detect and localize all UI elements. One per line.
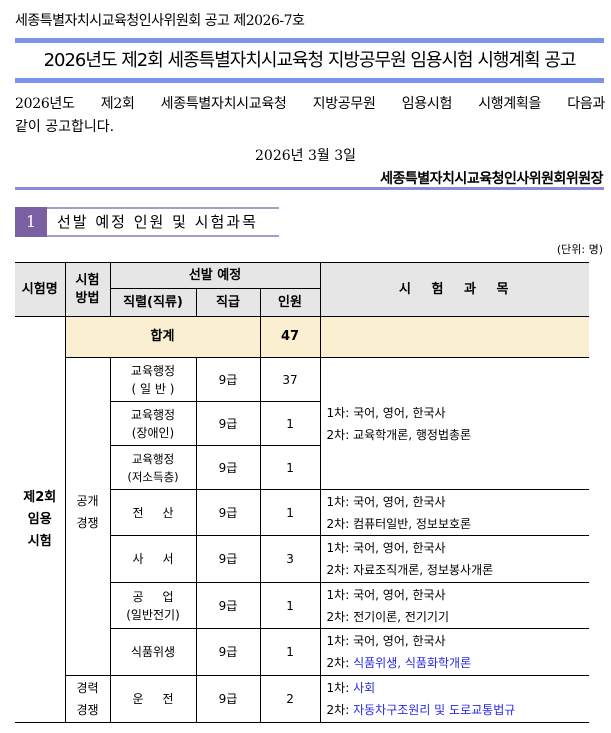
grade-cell: 9급 — [195, 489, 261, 536]
header-grade: 직급 — [195, 288, 261, 317]
position-label: 공 — [132, 589, 144, 604]
position-label: 사 — [132, 552, 144, 566]
position-label: 운 — [132, 692, 144, 706]
subjects-cell: 1차: 국어, 영어, 한국사 2차: 컴퓨터일반, 정보보호론 — [319, 489, 589, 536]
title-bar-bottom — [15, 78, 604, 83]
grade-cell: 9급 — [195, 582, 261, 629]
position-sub: (일반전기) — [126, 607, 180, 622]
notice-date: 2026년 3월 3일 — [255, 148, 356, 164]
section-title: 선발 예정 인원 및 시험과목 — [47, 207, 279, 237]
grade-cell: 9급 — [195, 675, 261, 723]
position-cell: 공 업 (일반전기) — [109, 582, 197, 629]
subject-prefix: 1차: — [326, 681, 354, 695]
count-cell: 1 — [259, 401, 321, 446]
position-label-part: 서 — [162, 552, 174, 566]
unit-label: (단위: 명) — [556, 243, 603, 256]
header-position: 직렬(직류) — [109, 288, 197, 317]
table-row: 공개 경쟁 교육행정 ( 일 반 ) 9급 37 1차: 국어, 영어, 한국사… — [15, 357, 589, 676]
header-method: 시험 방법 — [64, 262, 111, 317]
header-plan: 선발 예정 — [109, 262, 321, 289]
body-text-line1: 2026년도 제2회 세종특별자치시교육청 지방공무원 임용시험 시행계획을 다… — [15, 96, 605, 112]
count-cell: 2 — [259, 675, 321, 723]
count-cell: 1 — [259, 582, 321, 629]
signer: 세종특별자치시교육청인사위원회위원장 — [380, 171, 603, 187]
page-title: 2026년도 제2회 세종특별자치시교육청 지방공무원 임용시험 시행계획 공고 — [43, 50, 577, 71]
position-label-part: 전 — [162, 692, 174, 706]
subject-prefix: 2차: — [326, 656, 354, 670]
subject-prefix: 2차: — [326, 703, 354, 717]
subjects-cell: 1차: 국어, 영어, 한국사 2차: 식품위생, 식품화학개론 — [319, 628, 589, 676]
subject-first: 1차: 국어, 영어, 한국사 — [326, 541, 446, 555]
grade-cell: 9급 — [195, 401, 261, 446]
total-count: 47 — [259, 316, 321, 358]
position-label-part: 산 — [162, 505, 174, 520]
position-cell: 교육행정 (저소득층) — [109, 445, 197, 490]
grade-cell: 9급 — [195, 445, 261, 490]
count-cell: 1 — [259, 445, 321, 490]
subject-second: 2차: 교육학개론, 행정법총론 — [326, 427, 472, 442]
subject-second: 2차: 전기이론, 전기기기 — [326, 609, 450, 624]
position-cell: 식품위생 — [109, 628, 197, 676]
grade-cell: 9급 — [195, 535, 261, 583]
subject-second: 자동차구조원리 및 도로교통법규 — [353, 703, 516, 717]
count-cell: 1 — [259, 489, 321, 536]
count-cell: 3 — [259, 535, 321, 583]
subjects-cell: 1차: 사회 2차: 자동차구조원리 및 도로교통법규 — [319, 675, 589, 723]
grade-cell: 9급 — [195, 357, 261, 402]
method-open: 공개 경쟁 — [64, 357, 111, 676]
subject-first: 1차: 국어, 영어, 한국사 — [326, 587, 446, 602]
subjects-cell: 1차: 국어, 영어, 한국사 2차: 교육학개론, 행정법총론 — [319, 357, 589, 490]
total-label: 합계 — [64, 316, 261, 358]
subject-second: 식품위생, 식품화학개론 — [353, 656, 472, 670]
subject-first: 1차: 국어, 영어, 한국사 — [326, 634, 446, 648]
subject-second: 2차: 자료조직개론, 정보봉사개론 — [326, 563, 494, 577]
total-subjects — [319, 316, 589, 358]
header-count: 인원 — [259, 288, 321, 317]
count-cell: 37 — [259, 357, 321, 402]
exam-name-cell: 제2회 임용 시험 — [15, 316, 66, 723]
selection-table: 시험명 시험 방법 선발 예정 시 험 과 목 직렬(직류) 직급 인원 제2회… — [15, 262, 589, 723]
position-cell: 교육행정 ( 일 반 ) — [109, 357, 197, 402]
count-cell: 1 — [259, 628, 321, 676]
title-bar-top — [15, 38, 604, 43]
subjects-cell: 1차: 국어, 영어, 한국사 2차: 자료조직개론, 정보봉사개론 — [319, 535, 589, 583]
method-career: 경력 경쟁 — [64, 675, 111, 723]
notice-number: 세종특별자치시교육청인사위원회 공고 제2026-7호 — [15, 13, 305, 29]
header-subjects: 시 험 과 목 — [319, 262, 589, 317]
header-exam-name: 시험명 — [15, 262, 66, 317]
table-row: 교육행정 (저소득층) 9급 1 — [15, 445, 589, 490]
divider — [15, 187, 604, 190]
position-label: 전 — [132, 505, 144, 520]
subject-first: 1차: 국어, 영어, 한국사 — [326, 494, 446, 509]
subjects-cell: 1차: 국어, 영어, 한국사 2차: 전기이론, 전기기기 — [319, 582, 589, 629]
table-row: 교육행정 (장애인) 9급 1 — [15, 401, 589, 446]
subject-second: 2차: 컴퓨터일반, 정보보호론 — [326, 516, 472, 531]
subject-first: 1차: 국어, 영어, 한국사 — [326, 405, 446, 420]
body-text-line2: 같이 공고합니다. — [15, 119, 115, 135]
table-row: 식품위생 9급 1 1차: 국어, 영어, 한국사 2차: 식품위생, 식품화학개… — [15, 628, 589, 676]
subject-first: 사회 — [353, 681, 376, 695]
grade-cell: 9급 — [195, 628, 261, 676]
position-cell: 교육행정 (장애인) — [109, 401, 197, 446]
position-label-part: 업 — [162, 589, 174, 604]
section-number: 1 — [15, 207, 47, 237]
